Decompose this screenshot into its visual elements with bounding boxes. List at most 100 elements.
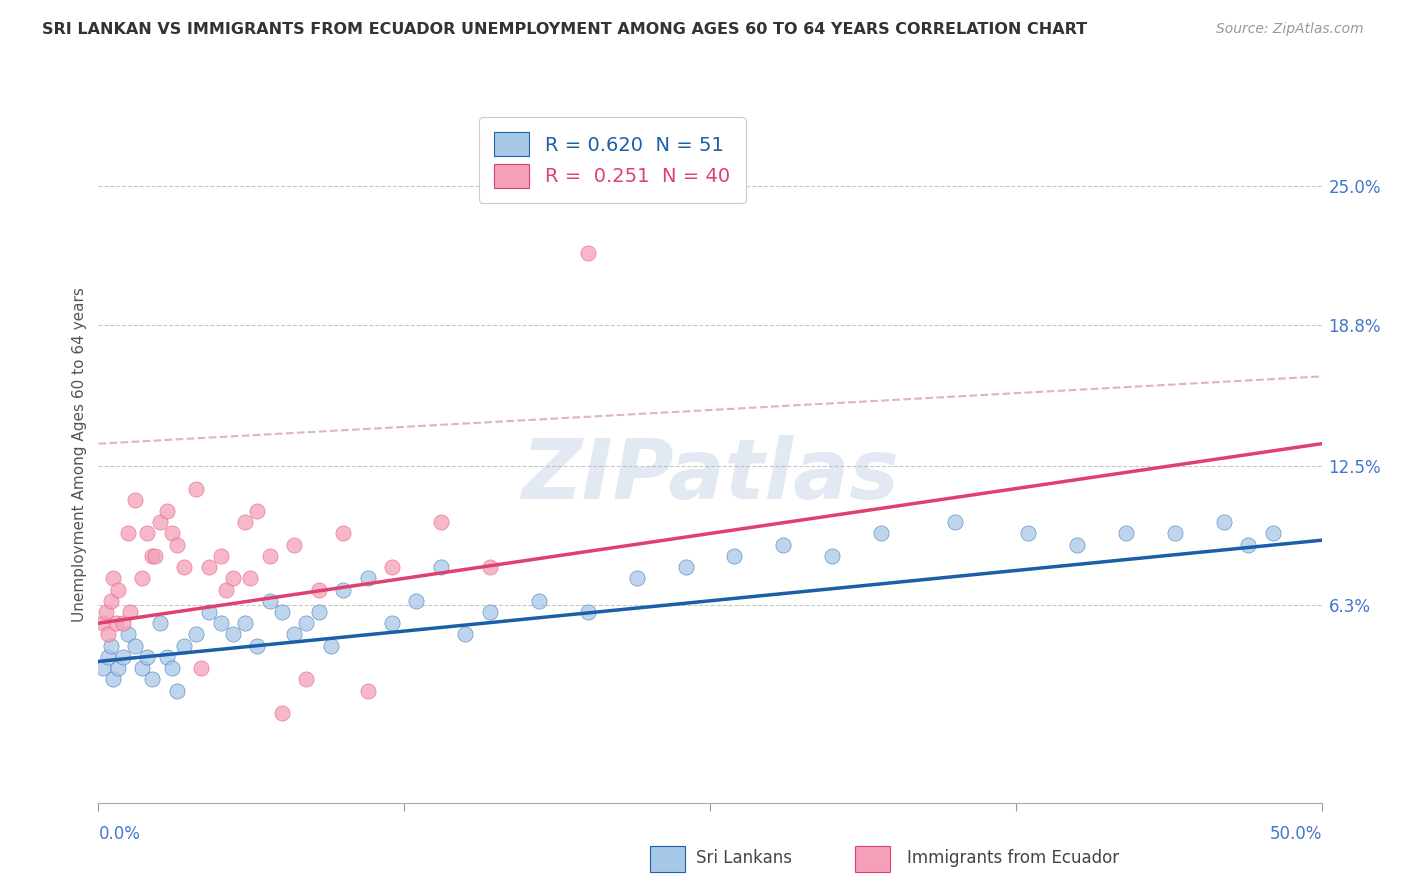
Point — [283, 538, 305, 552]
Point — [111, 649, 134, 664]
Point — [160, 526, 183, 541]
Point — [173, 639, 195, 653]
Point — [675, 560, 697, 574]
Point — [270, 706, 294, 720]
Point — [1017, 526, 1039, 541]
Point — [214, 582, 236, 597]
Point — [117, 627, 139, 641]
Point — [259, 549, 281, 563]
Point — [332, 582, 354, 597]
Point — [94, 605, 117, 619]
Text: Sri Lankans: Sri Lankans — [696, 849, 792, 867]
Point — [1066, 538, 1088, 552]
Point — [356, 571, 378, 585]
Point — [319, 639, 342, 653]
Point — [626, 571, 648, 585]
Text: ZIPatlas: ZIPatlas — [522, 435, 898, 516]
Point — [246, 639, 269, 653]
Point — [332, 526, 354, 541]
Point — [143, 549, 166, 563]
Point — [124, 492, 146, 507]
Point — [173, 560, 195, 574]
Point — [136, 526, 159, 541]
Point — [222, 571, 245, 585]
Point — [156, 504, 179, 518]
Point — [295, 673, 318, 687]
Point — [197, 560, 219, 574]
Point — [821, 549, 844, 563]
Point — [197, 605, 219, 619]
Point — [381, 560, 404, 574]
Point — [97, 627, 120, 641]
Point — [149, 515, 172, 529]
Point — [772, 538, 794, 552]
Text: Source: ZipAtlas.com: Source: ZipAtlas.com — [1216, 22, 1364, 37]
Point — [295, 616, 318, 631]
Point — [405, 594, 427, 608]
Point — [454, 627, 477, 641]
Text: 50.0%: 50.0% — [1270, 825, 1322, 843]
Legend: R = 0.620  N = 51, R =  0.251  N = 40: R = 0.620 N = 51, R = 0.251 N = 40 — [479, 117, 745, 203]
Point — [1115, 526, 1137, 541]
Point — [356, 683, 378, 698]
Point — [1237, 538, 1260, 552]
Point — [104, 616, 127, 631]
Point — [308, 582, 330, 597]
Point — [107, 661, 129, 675]
Point — [270, 605, 294, 619]
Point — [101, 571, 124, 585]
Point — [166, 683, 188, 698]
Point — [576, 605, 599, 619]
Point — [160, 661, 183, 675]
Point — [131, 571, 153, 585]
Point — [430, 515, 453, 529]
Point — [91, 616, 114, 631]
Point — [283, 627, 305, 641]
Point — [100, 594, 122, 608]
Point — [478, 560, 501, 574]
Text: SRI LANKAN VS IMMIGRANTS FROM ECUADOR UNEMPLOYMENT AMONG AGES 60 TO 64 YEARS COR: SRI LANKAN VS IMMIGRANTS FROM ECUADOR UN… — [42, 22, 1087, 37]
Point — [723, 549, 745, 563]
Text: Immigrants from Ecuador: Immigrants from Ecuador — [907, 849, 1119, 867]
Point — [91, 661, 114, 675]
Point — [308, 605, 330, 619]
Text: 0.0%: 0.0% — [98, 825, 141, 843]
Point — [1261, 526, 1284, 541]
Point — [117, 526, 139, 541]
Point — [186, 482, 208, 496]
Point — [141, 673, 163, 687]
Point — [233, 616, 256, 631]
Point — [209, 549, 232, 563]
Point — [141, 549, 163, 563]
Point — [97, 649, 120, 664]
Point — [527, 594, 550, 608]
Point — [100, 639, 122, 653]
Point — [124, 639, 146, 653]
Point — [136, 649, 159, 664]
Point — [101, 673, 124, 687]
Point — [478, 605, 501, 619]
Point — [120, 605, 142, 619]
Point — [239, 571, 262, 585]
Point — [186, 627, 208, 641]
Point — [430, 560, 453, 574]
Y-axis label: Unemployment Among Ages 60 to 64 years: Unemployment Among Ages 60 to 64 years — [72, 287, 87, 623]
Point — [381, 616, 404, 631]
Point — [156, 649, 179, 664]
Point — [149, 616, 172, 631]
Point — [111, 616, 134, 631]
Point — [166, 538, 188, 552]
Point — [576, 246, 599, 260]
Point — [1212, 515, 1234, 529]
Point — [943, 515, 966, 529]
Point — [190, 661, 212, 675]
Point — [1164, 526, 1187, 541]
Point — [222, 627, 245, 641]
Point — [131, 661, 153, 675]
Point — [107, 582, 129, 597]
Point — [209, 616, 232, 631]
Point — [233, 515, 256, 529]
Point — [870, 526, 893, 541]
Point — [259, 594, 281, 608]
Point — [246, 504, 269, 518]
